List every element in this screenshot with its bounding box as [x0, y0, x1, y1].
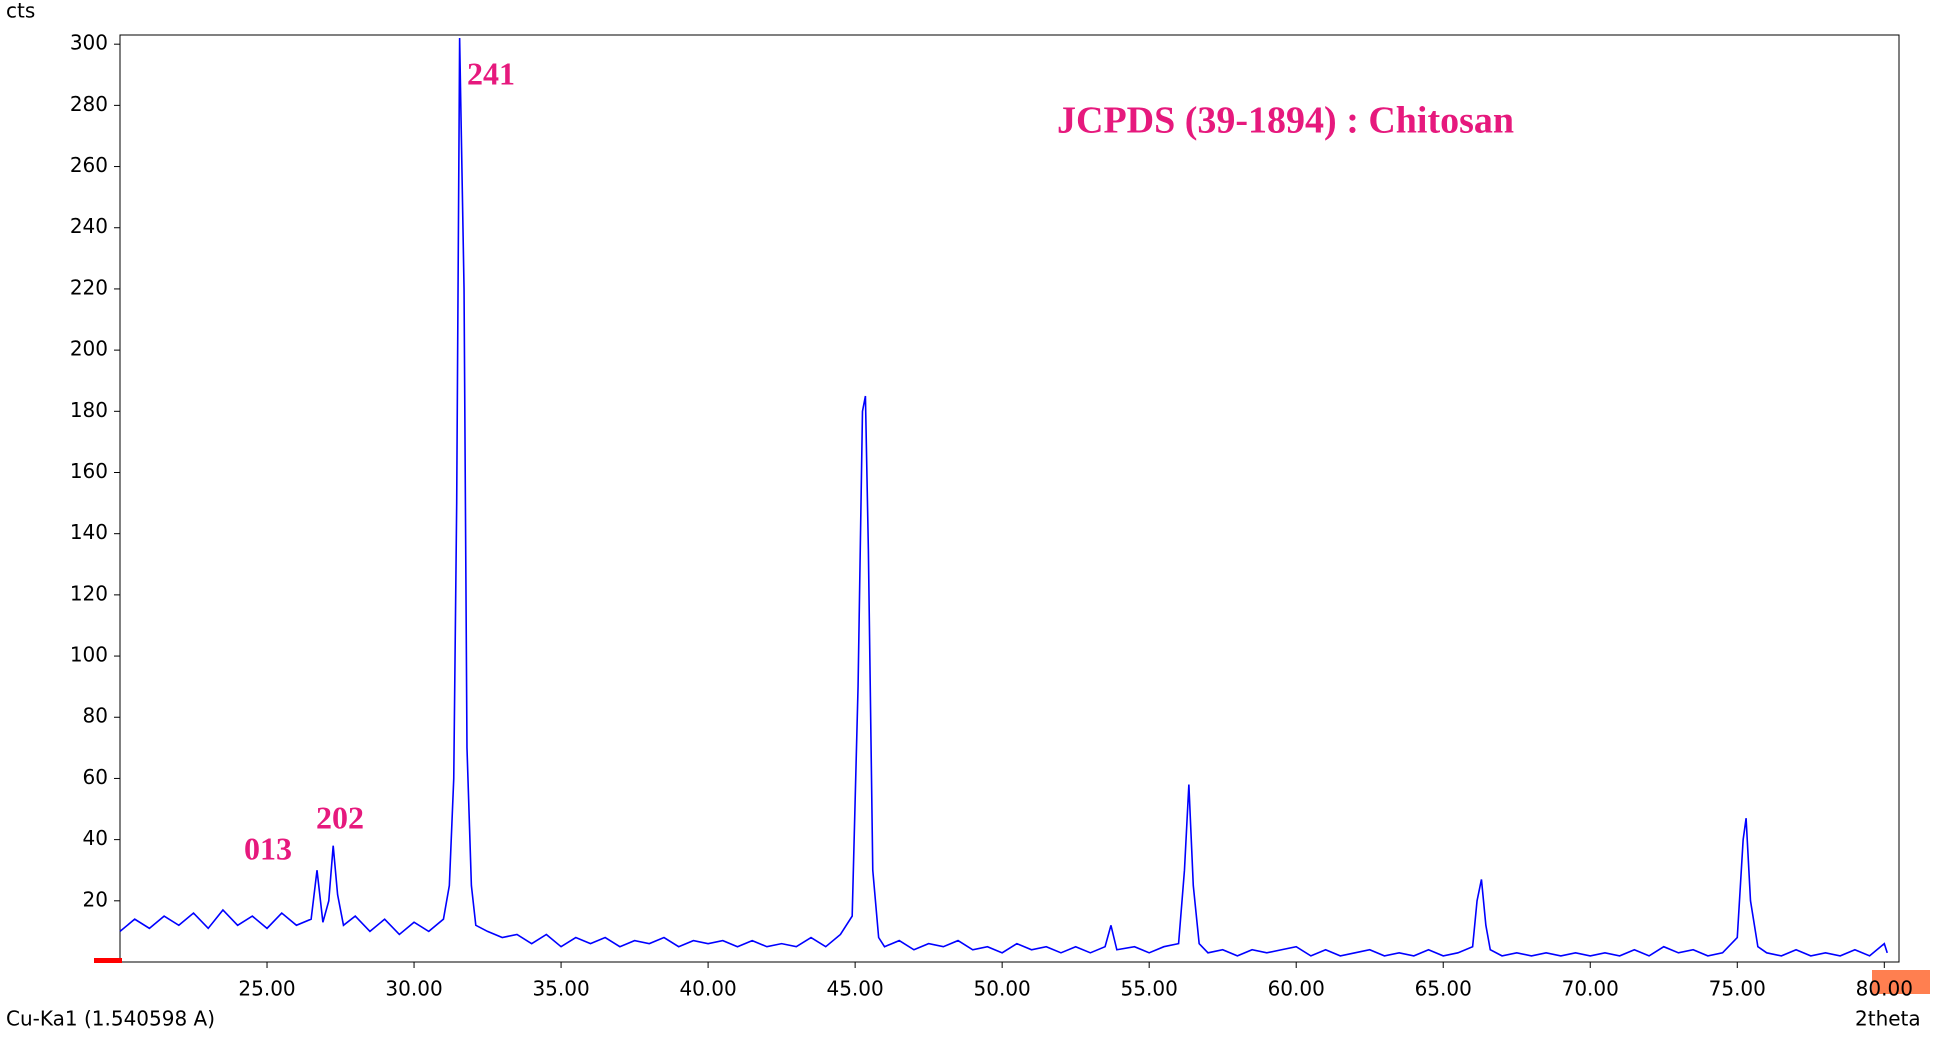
y-tick-label: 80	[83, 704, 108, 728]
source-label: Cu-Ka1 (1.540598 A)	[6, 1007, 215, 1031]
x-tick-label: 55.00	[1121, 977, 1178, 1001]
y-tick-label: 200	[70, 337, 108, 361]
y-tick-label: 40	[83, 826, 108, 850]
y-tick-label: 180	[70, 398, 108, 422]
annotation: JCPDS (39-1894) : Chitosan	[1057, 100, 1514, 142]
annotation: 241	[467, 55, 515, 91]
end-marker	[1872, 970, 1930, 994]
y-tick-label: 220	[70, 275, 108, 299]
x-tick-label: 25.00	[238, 977, 295, 1001]
x-tick-label: 30.00	[385, 977, 442, 1001]
x-tick-label: 80.00	[1856, 977, 1913, 1001]
y-tick-label: 300	[70, 31, 108, 55]
y-tick-label: 280	[70, 92, 108, 116]
y-tick-label: 260	[70, 153, 108, 177]
x-tick-label: 65.00	[1415, 977, 1472, 1001]
x-tick-label: 75.00	[1709, 977, 1766, 1001]
x-axis-label: 2theta	[1855, 1007, 1921, 1031]
data-line	[119, 38, 1889, 957]
y-tick-label: 140	[70, 520, 108, 544]
y-tick-label: 60	[83, 765, 108, 789]
y-tick-label: 20	[83, 887, 108, 911]
y-tick-label: 100	[70, 643, 108, 667]
annotation: 202	[316, 799, 364, 835]
x-tick-label: 50.00	[974, 977, 1031, 1001]
x-tick-label: 45.00	[826, 977, 883, 1001]
start-marker	[94, 958, 122, 963]
annotation: 013	[244, 830, 292, 866]
y-tick-label: 240	[70, 214, 108, 238]
x-tick-label: 60.00	[1268, 977, 1325, 1001]
x-tick-label: 70.00	[1562, 977, 1619, 1001]
y-axis-label: cts	[6, 0, 35, 23]
y-tick-label: 160	[70, 459, 108, 483]
x-tick-label: 40.00	[679, 977, 736, 1001]
x-tick-label: 35.00	[532, 977, 589, 1001]
y-tick-label: 120	[70, 581, 108, 605]
plot-frame	[119, 34, 1900, 963]
